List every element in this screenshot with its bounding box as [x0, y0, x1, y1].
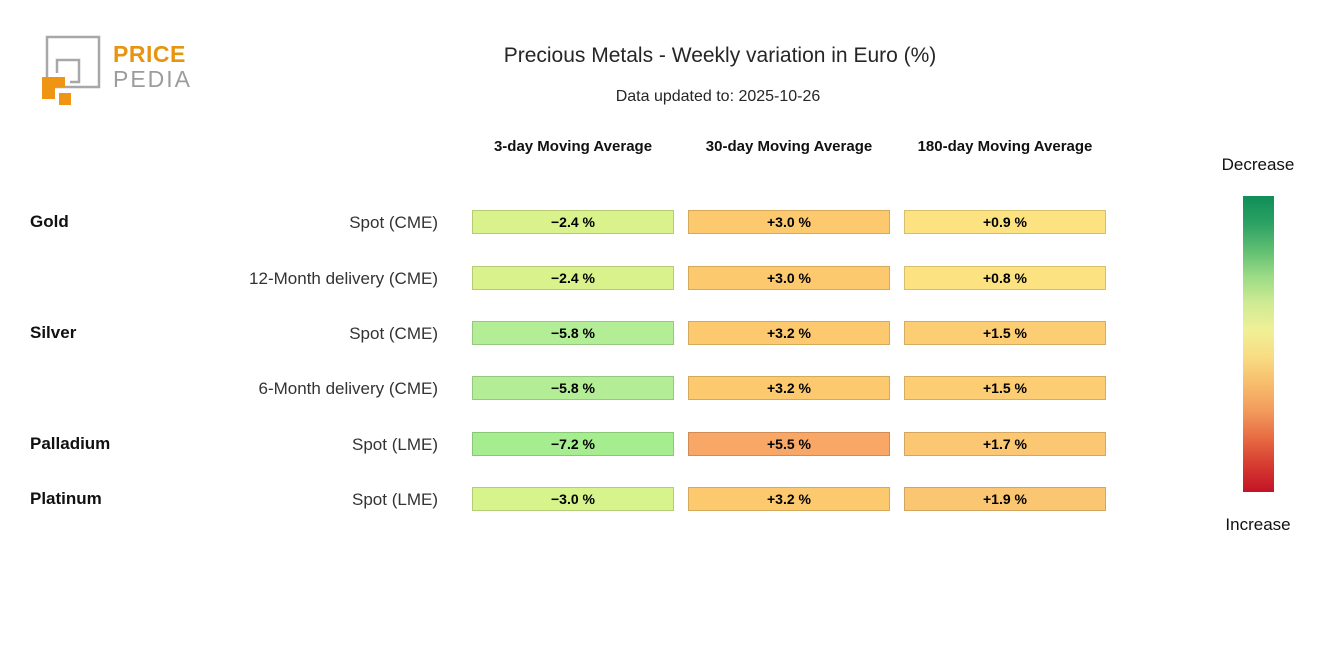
heatmap-cell: +1.9 %	[904, 487, 1106, 511]
row-label: 12-Month delivery (CME)	[249, 269, 438, 288]
row-label: Spot (LME)	[352, 490, 438, 509]
pricepedia-logo-icon	[42, 35, 101, 105]
row-label: 6-Month delivery (CME)	[258, 379, 439, 398]
heatmap-cell: +3.2 %	[688, 487, 890, 511]
metal-group-label-silver: Silver	[30, 323, 77, 342]
heatmap-cell: −5.8 %	[472, 321, 674, 345]
legend-decrease-label: Decrease	[1221, 155, 1295, 174]
heatmap-cell: +3.2 %	[688, 321, 890, 345]
row-label: Spot (LME)	[352, 435, 438, 454]
chart-title: Precious Metals - Weekly variation in Eu…	[503, 44, 937, 67]
heatmap-cell: +3.0 %	[688, 266, 890, 290]
chart-subtitle: Data updated to: 2025-10-26	[615, 88, 821, 105]
legend-increase-label: Increase	[1225, 515, 1291, 534]
metal-group-label-palladium: Palladium	[30, 434, 111, 453]
heatmap-cell: +5.5 %	[688, 432, 890, 456]
color-scale-bar	[1243, 196, 1274, 492]
heatmap-cell: +1.5 %	[904, 321, 1106, 345]
pricepedia-logo: PRICE PEDIA	[40, 33, 192, 107]
metal-group-label-gold: Gold	[30, 212, 69, 231]
heatmap-cell: −2.4 %	[472, 210, 674, 234]
brand-price: PRICE	[113, 41, 186, 67]
row-label: Spot (CME)	[349, 324, 438, 343]
heatmap-cell: −3.0 %	[472, 487, 674, 511]
heatmap-cell: +1.5 %	[904, 376, 1106, 400]
heatmap-cell: +0.9 %	[904, 210, 1106, 234]
heatmap-cell: −7.2 %	[472, 432, 674, 456]
column-header-30day: 30-day Moving Average	[705, 138, 873, 155]
heatmap-cell: −5.8 %	[472, 376, 674, 400]
row-label: Spot (CME)	[349, 213, 438, 232]
heatmap-cell: +3.2 %	[688, 376, 890, 400]
heatmap-cell: −2.4 %	[472, 266, 674, 290]
heatmap-cell: +1.7 %	[904, 432, 1106, 456]
column-header-3day: 3-day Moving Average	[493, 138, 653, 155]
pricepedia-wordmark: PRICE PEDIA	[113, 42, 192, 92]
heatmap-cell: +0.8 %	[904, 266, 1106, 290]
heatmap-cell: +3.0 %	[688, 210, 890, 234]
brand-pedia: PEDIA	[113, 66, 193, 92]
metal-group-label-platinum: Platinum	[30, 489, 102, 508]
column-header-180day: 180-day Moving Average	[917, 138, 1093, 155]
